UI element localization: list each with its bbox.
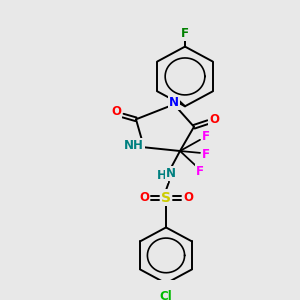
Text: H: H [157,169,167,182]
Text: F: F [196,165,204,178]
Text: F: F [202,130,210,142]
Text: Cl: Cl [160,290,172,300]
Text: O: O [139,191,149,204]
Text: F: F [181,27,189,40]
Text: O: O [111,105,121,119]
Text: F: F [202,148,210,161]
Text: O: O [209,113,219,126]
Text: N: N [166,167,176,180]
Text: S: S [161,190,171,205]
Text: NH: NH [124,139,144,152]
Text: N: N [169,96,179,109]
Text: O: O [183,191,193,204]
